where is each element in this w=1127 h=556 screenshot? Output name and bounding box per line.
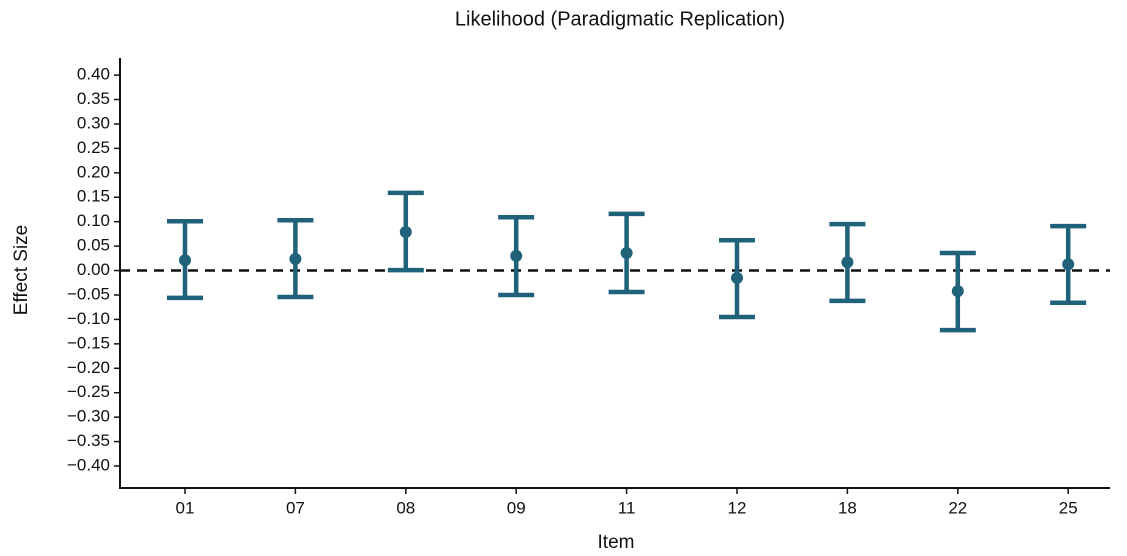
y-tick-label: −0.10 [67,309,110,328]
x-tick-label: 25 [1059,498,1078,517]
y-tick-label: −0.35 [67,431,110,450]
x-tick-label: 09 [507,498,526,517]
y-tick-label: 0.05 [77,236,110,255]
point [289,252,302,265]
y-tick-label: −0.25 [67,382,110,401]
y-tick-label: 0.15 [77,187,110,206]
x-tick-label: 18 [838,498,857,517]
y-tick-label: −0.05 [67,284,110,303]
x-tick-label: 01 [176,498,195,517]
point [399,225,412,238]
point [620,246,633,259]
point [951,285,964,298]
y-tick-label: 0.30 [77,113,110,132]
chart-title: Likelihood (Paradigmatic Replication) [455,8,785,30]
point [179,254,191,267]
point [510,249,523,262]
point [841,256,854,269]
y-tick-label: −0.20 [67,358,110,377]
y-tick-label: −0.30 [67,407,110,426]
y-tick-label: −0.40 [67,455,110,474]
point [1062,258,1075,271]
y-tick-label: 0.25 [77,138,110,157]
x-tick-label: 12 [728,498,747,517]
y-tick-label: −0.15 [67,333,110,352]
x-tick-label: 07 [286,498,305,517]
y-tick-label: 0.10 [77,211,110,230]
y-tick-label: 0.40 [77,65,110,84]
y-tick-label: 0.20 [77,162,110,181]
x-axis-title: Item [598,532,635,553]
x-tick-label: 08 [396,498,415,517]
y-tick-label: 0.00 [77,260,110,279]
x-tick-label: 11 [618,498,636,517]
y-axis-title: Effect Size [11,225,32,315]
point [731,271,743,284]
x-tick-label: 22 [948,498,967,517]
y-tick-label: 0.35 [77,89,110,108]
